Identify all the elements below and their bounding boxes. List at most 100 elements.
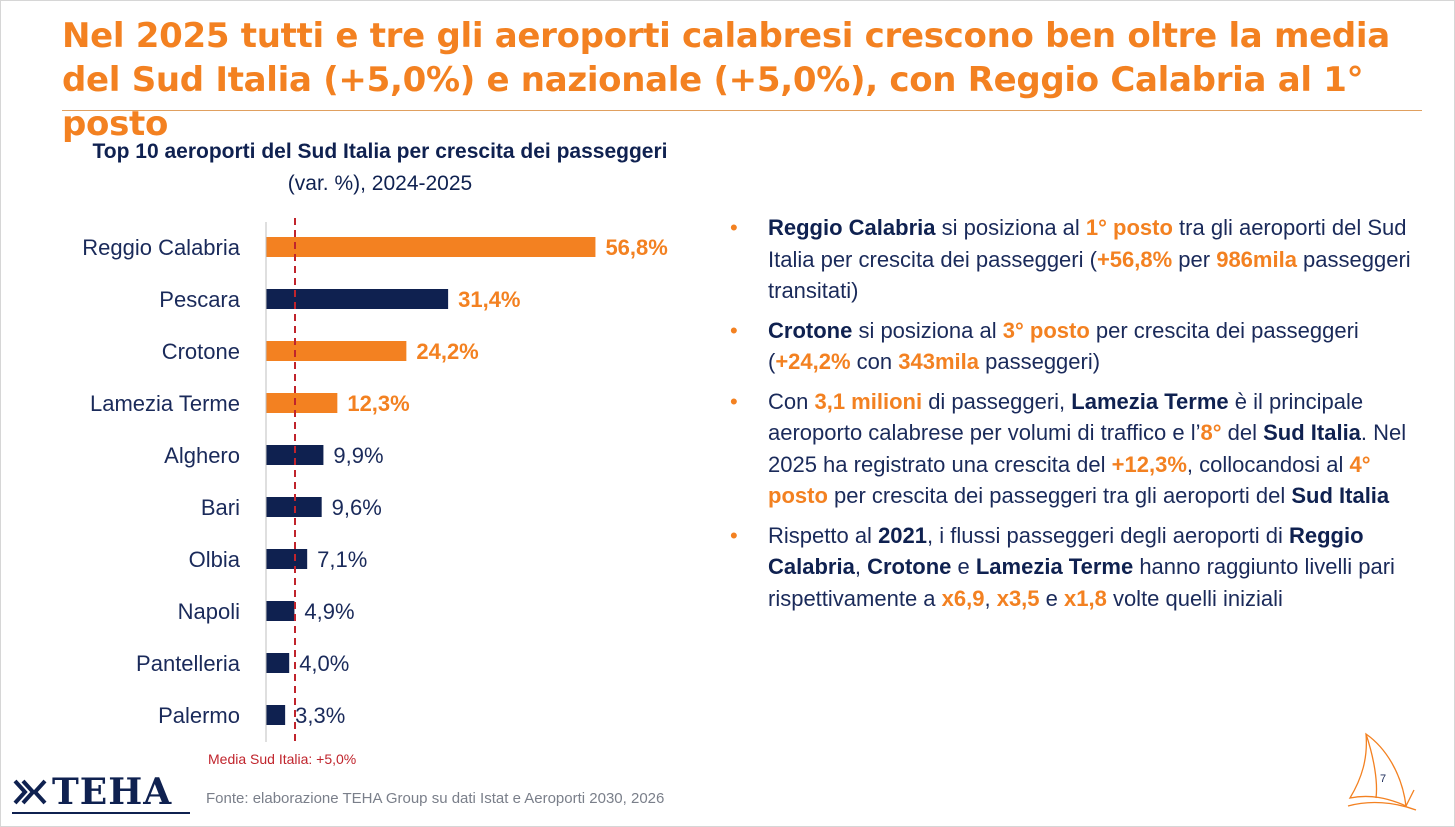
bullet-text-run: , collocandosi al xyxy=(1186,451,1350,477)
bullet-text-run: passeggeri) xyxy=(979,349,1101,374)
category-label: Alghero xyxy=(164,443,240,468)
bullet-text-run: +56,8% xyxy=(1096,246,1173,272)
chart-title: Top 10 aeroporti del Sud Italia per cres… xyxy=(80,136,680,200)
bullet-text-run: passeggeri transitati) xyxy=(768,246,1411,304)
bar-napoli xyxy=(266,601,295,621)
bullet-text-run: con xyxy=(850,349,899,374)
logo-underline xyxy=(12,812,190,814)
bar-bari xyxy=(266,497,322,517)
bullet-text-run: 1° posto xyxy=(1085,215,1173,240)
bar-pantelleria xyxy=(266,653,290,673)
bullet-text-run: 3° posto xyxy=(1002,317,1090,343)
bar-crotone xyxy=(266,341,407,361)
category-label: Crotone xyxy=(162,339,240,364)
bullet-text-run: x1,8 xyxy=(1064,585,1107,611)
bullet-dot: • xyxy=(730,317,738,343)
bullet-dot: • xyxy=(730,388,738,414)
bullet-text-run: , i flussi passeggeri degli aeroporti di xyxy=(927,522,1289,548)
chart-title-bold: Top 10 aeroporti del Sud Italia per cres… xyxy=(92,140,668,163)
value-label: 56,8% xyxy=(605,235,667,260)
bullet-dot: • xyxy=(730,215,738,240)
bullet-text-run: hanno raggiunto livelli pari rispettivam… xyxy=(768,554,1395,611)
bullet-text-run: Reggio Calabria xyxy=(768,522,1364,580)
bar-palermo xyxy=(266,705,286,725)
value-label: 4,9% xyxy=(304,599,354,624)
bullet-text-run: Crotone xyxy=(867,554,952,579)
bullet-text-run: 986mila xyxy=(1216,246,1297,272)
bullet-text-run: Sud Italia xyxy=(1263,420,1361,445)
bullet-text-run: tra gli aeroporti del Sud Italia per cre… xyxy=(768,215,1407,272)
bullet-text-run: Crotone xyxy=(768,317,853,343)
bullet-text-run: volte quelli iniziali xyxy=(1106,585,1283,611)
bullet-text-run: e xyxy=(1039,585,1064,611)
page-number: 7 xyxy=(1380,773,1387,785)
bullet-text-run: Lamezia Terme xyxy=(1071,388,1229,414)
category-label: Palermo xyxy=(158,703,240,728)
bullet-text-run: Sud Italia xyxy=(1291,483,1390,508)
value-label: 7,1% xyxy=(317,547,367,572)
bullet-text-run: Con xyxy=(768,388,815,414)
teha-logo: TEHA xyxy=(12,771,190,814)
bullet-text-run: 2021 xyxy=(878,522,928,548)
bar-lamezia-terme xyxy=(266,393,338,413)
value-label: 12,3% xyxy=(347,391,409,416)
bullet-text-run: per crescita dei passeggeri tra gli aero… xyxy=(827,483,1292,508)
bar-reggio-calabria xyxy=(266,237,596,257)
bullet-text-run: +24,2% xyxy=(775,349,851,374)
bullet-text-run: 3,1 milioni xyxy=(814,388,923,414)
teha-logo-icon xyxy=(13,779,47,805)
bullet-text-run: 4° posto xyxy=(768,451,1371,509)
bullet-text-run: Rispetto al xyxy=(768,522,879,548)
chart-title-normal: (var. %), 2024-2025 xyxy=(287,172,473,195)
category-label: Olbia xyxy=(189,547,241,572)
bullet-item: • Reggio Calabria si posiziona al 1° post… xyxy=(730,212,1430,307)
value-label: 4,0% xyxy=(299,651,349,676)
value-label: 3,3% xyxy=(295,703,345,728)
category-label: Pescara xyxy=(159,287,240,312)
bullet-text-run: e xyxy=(951,554,976,579)
bar-chart: Reggio Calabria 56,8% Pescara 31,4% Crotone 2… xyxy=(82,218,668,746)
bullet-text-run: 8° xyxy=(1200,420,1222,445)
source-note: Fonte: elaborazione TEHA Group su dati I… xyxy=(206,790,665,807)
bar-alghero xyxy=(266,445,324,465)
category-label: Reggio Calabria xyxy=(82,235,241,260)
slide-title: Nel 2025 tutti e tre gli aeroporti calab… xyxy=(62,16,1390,144)
bullet-text-run: del xyxy=(1221,420,1264,445)
value-label: 9,9% xyxy=(333,443,383,468)
bullet-text-run: Lamezia Terme xyxy=(975,554,1134,579)
bullet-text-run: per crescita dei passeggeri ( xyxy=(768,317,1359,375)
bar-olbia xyxy=(266,549,308,569)
category-label: Pantelleria xyxy=(136,651,241,676)
bullet-item: • Crotone si posiziona al 3° posto per cr… xyxy=(730,315,1430,378)
bullet-text-run: si posiziona al xyxy=(935,215,1086,240)
category-label: Napoli xyxy=(178,599,240,624)
bar-pescara xyxy=(266,289,449,309)
value-label: 9,6% xyxy=(332,495,382,520)
sail-icon xyxy=(1347,732,1417,811)
value-label: 24,2% xyxy=(416,339,478,364)
labels-layer: Reggio Calabria 56,8% Pescara 31,4% Crotone 2… xyxy=(82,235,668,728)
bullet-text-run: x3,5 xyxy=(996,585,1040,611)
category-label: Bari xyxy=(201,495,240,520)
title-divider xyxy=(62,110,1422,111)
bullet-text-run: per xyxy=(1172,246,1217,272)
bullet-dot: • xyxy=(730,522,738,548)
bullet-item: • Con 3,1 milioni di passeggeri, Lamezia … xyxy=(730,386,1430,512)
bullet-text-run: Reggio Calabria xyxy=(768,215,936,240)
bullet-text-run: è il principale aeroporto calabrese per … xyxy=(768,388,1364,446)
bullet-list: • Reggio Calabria si posiziona al 1° post… xyxy=(730,212,1430,622)
bars-layer xyxy=(266,237,596,725)
bullet-text-run: si posiziona al xyxy=(852,317,1003,343)
bullet-text-run: di passeggeri, xyxy=(922,388,1072,414)
bullet-item: • Rispetto al 2021, i flussi passeggeri d… xyxy=(730,520,1430,615)
logo-text: TEHA xyxy=(52,771,173,813)
bullet-text-run: x6,9 xyxy=(941,585,985,611)
value-label: 31,4% xyxy=(458,287,520,312)
bullet-text-run: +12,3% xyxy=(1111,451,1187,477)
bullet-text-run: . Nel 2025 ha registrato una crescita de… xyxy=(768,420,1407,477)
reference-line-label: Media Sud Italia: +5,0% xyxy=(208,751,357,767)
bullet-text-run: , xyxy=(984,585,997,611)
bullet-text-run: 343mila xyxy=(898,349,979,374)
category-label: Lamezia Terme xyxy=(90,391,240,416)
bullet-text-run: , xyxy=(854,554,868,579)
